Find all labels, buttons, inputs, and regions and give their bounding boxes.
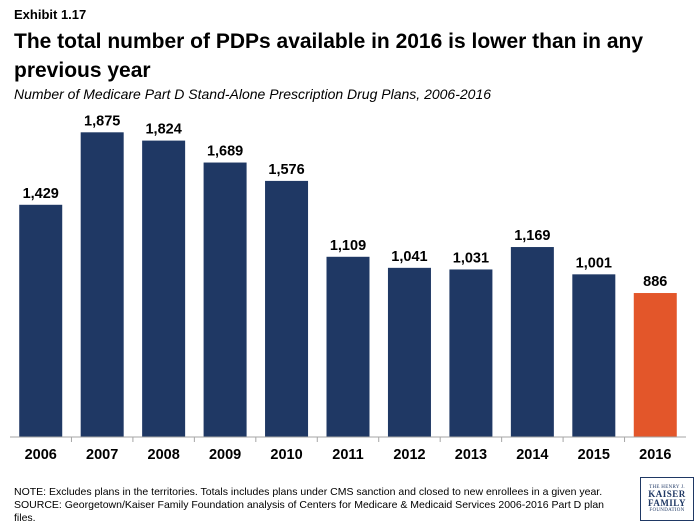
chart-title: The total number of PDPs available in 20…	[14, 30, 644, 82]
bar-2008	[142, 140, 186, 437]
bar-2012	[387, 267, 431, 437]
bar-2010	[265, 180, 309, 437]
source-text: SOURCE: Georgetown/Kaiser Family Foundat…	[14, 499, 605, 524]
x-tick-label-2011: 2011	[332, 447, 363, 463]
x-tick-label-2009: 2009	[209, 447, 241, 463]
chart-subtitle: Number of Medicare Part D Stand-Alone Pr…	[14, 86, 492, 102]
data-label-2008: 1,824	[145, 122, 181, 138]
logo-line-2: KAISER	[648, 489, 686, 499]
data-label-2009: 1,689	[207, 144, 243, 160]
footnotes: NOTE: Excludes plans in the territories.…	[14, 486, 624, 525]
bar-2011	[326, 256, 370, 437]
data-label-2016: 886	[643, 274, 667, 290]
data-label-2006: 1,429	[23, 186, 59, 202]
bar-2013	[449, 269, 493, 437]
x-tick-label-2008: 2008	[148, 447, 180, 463]
data-label-2014: 1,169	[514, 228, 550, 244]
x-tick-label-2014: 2014	[516, 447, 548, 463]
kff-logo: THE HENRY J. KAISER FAMILY FOUNDATION	[640, 477, 694, 521]
x-tick-label-2013: 2013	[455, 447, 487, 463]
data-label-2013: 1,031	[453, 250, 489, 266]
bar-2014	[510, 247, 554, 437]
logo-line-4: FOUNDATION	[649, 508, 685, 513]
bar-2016	[633, 293, 677, 437]
x-tick-label-2016: 2016	[639, 447, 671, 463]
x-tick-label-2010: 2010	[270, 447, 302, 463]
note-text: NOTE: Excludes plans in the territories.…	[14, 486, 603, 498]
data-label-2007: 1,875	[84, 113, 120, 129]
data-label-2015: 1,001	[576, 255, 612, 271]
data-label-2012: 1,041	[391, 249, 427, 265]
x-tick-label-2015: 2015	[578, 447, 610, 463]
exhibit-label: Exhibit 1.17	[14, 7, 87, 22]
x-tick-label-2007: 2007	[86, 447, 118, 463]
x-tick-label-2012: 2012	[393, 447, 425, 463]
logo-line-1: THE HENRY J.	[649, 485, 685, 490]
data-label-2010: 1,576	[268, 162, 304, 178]
bar-2006	[19, 204, 63, 437]
x-tick-label-2006: 2006	[25, 447, 57, 463]
data-label-2011: 1,109	[330, 238, 366, 254]
logo-line-3: FAMILY	[647, 498, 686, 508]
bar-2007	[80, 132, 124, 437]
bar-2009	[203, 162, 247, 437]
bar-2015	[572, 274, 616, 437]
